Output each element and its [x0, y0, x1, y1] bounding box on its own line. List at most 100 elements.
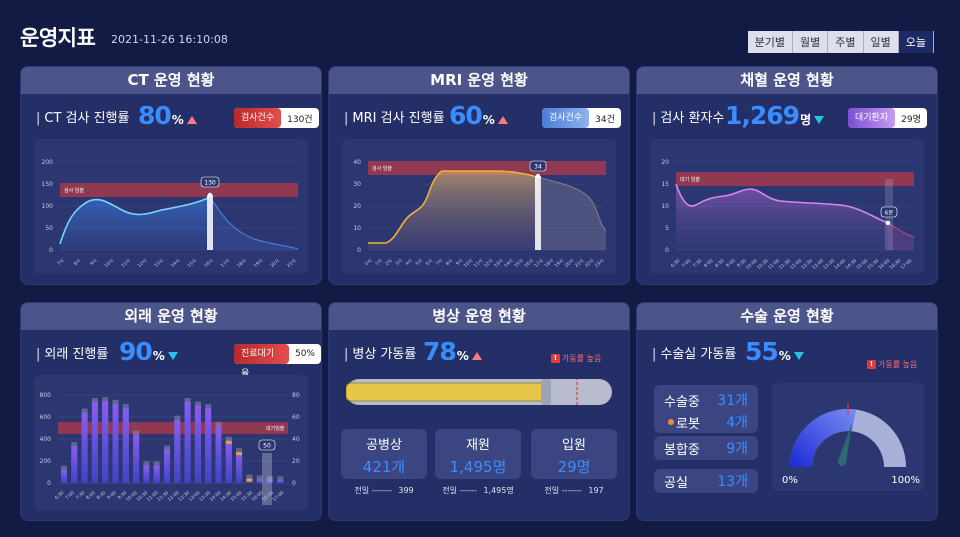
x-tick: 8:30: [96, 490, 108, 501]
bar: [184, 402, 191, 483]
svg-text:0%: 0%: [782, 475, 798, 486]
x-tick: 14:00: [833, 258, 847, 271]
bar: [133, 434, 140, 483]
x-tick: 15:30: [866, 258, 880, 271]
x-tick: 16시: [203, 258, 214, 269]
empty-bed-box: 공병상 421개: [341, 429, 427, 479]
tab-daily[interactable]: 일별: [863, 31, 899, 53]
x-tick: 19시: [253, 258, 264, 269]
bar-cap: [236, 452, 243, 456]
bar: [205, 408, 212, 483]
bar-shadow: [277, 476, 284, 483]
surgery-kpi-value: 55%: [745, 337, 804, 366]
surgery-gauge: 0% 100%: [772, 383, 924, 491]
tab-monthly[interactable]: 월별: [793, 31, 829, 53]
bar: [174, 419, 181, 483]
outpatient-waiting-badge: 진료대기율 50%: [234, 344, 321, 379]
y-tick: 200: [42, 159, 54, 166]
bar: [102, 401, 109, 483]
bar-cap: [246, 478, 253, 482]
y-tick: 0: [357, 247, 361, 254]
x-tick: 15시: [186, 258, 197, 269]
x-tick: 19시: [554, 258, 565, 269]
outpatient-chart: 800 600 400 200 0 80 60 40 20 0 대기임쓸 50 …: [34, 375, 308, 510]
ct-title: CT 운영 현황: [21, 67, 321, 94]
bar-shadow: [256, 475, 263, 483]
x-tick: 10시: [463, 258, 474, 269]
x-tick: 8:00: [703, 258, 715, 269]
x-tick: 7:30: [75, 490, 87, 501]
y-tick: 0: [292, 480, 296, 487]
x-tick: 14시: [503, 258, 514, 269]
x-tick: 20시: [564, 258, 575, 269]
x-tick: 23시: [594, 258, 605, 269]
x-tick: 10:00: [745, 258, 759, 271]
x-tick: 18시: [543, 258, 554, 269]
x-tick: 4시: [404, 258, 413, 267]
x-tick: 7:00: [64, 490, 76, 501]
x-tick: 12시: [137, 258, 148, 269]
x-tick: 7시: [56, 258, 65, 267]
y-tick: 60: [292, 414, 300, 421]
x-tick: 10시: [104, 258, 115, 269]
mri-title: MRI 운영 현황: [329, 67, 629, 94]
x-tick: 13시: [153, 258, 164, 269]
x-tick: 9:00: [725, 258, 737, 269]
ct-panel: CT 운영 현황 CT 검사 진행률 80% 검사건수 130건 200 150…: [21, 67, 321, 284]
y-tick: 15: [661, 181, 669, 188]
datetime-label: 2021-11-26 16:10:08: [111, 33, 228, 46]
x-tick: 13:00: [811, 258, 825, 271]
ct-exam-count-badge: 검사건수 130건: [234, 108, 319, 128]
x-tick: 13시: [493, 258, 504, 269]
y-tick: 200: [40, 458, 52, 465]
mri-kpi-label: MRI 검사 진행률: [344, 107, 444, 126]
bar: [164, 449, 170, 483]
y-tick: 0: [49, 247, 53, 254]
y-tick: 20: [353, 203, 361, 210]
svg-text:130: 130: [204, 180, 216, 187]
x-tick: 8시: [73, 258, 82, 267]
y-tick: 10: [353, 225, 361, 232]
x-tick: 16:30: [888, 258, 902, 271]
x-tick: 14시: [170, 258, 181, 269]
y-tick: 800: [40, 392, 52, 399]
y-tick: 40: [292, 436, 300, 443]
tab-weekly[interactable]: 주별: [828, 31, 864, 53]
outpatient-panel: 외래 운영 현황 외래 진행률 90% 진료대기율 50% 800 600 40…: [21, 303, 321, 520]
y-tick: 40: [353, 159, 361, 166]
bar: [215, 425, 222, 483]
x-tick: 20시: [269, 258, 280, 269]
bar: [267, 480, 273, 483]
x-tick: 11시: [473, 258, 484, 269]
x-tick: 17시: [220, 258, 231, 269]
x-tick: 11:30: [778, 258, 792, 271]
x-tick: 15:00: [855, 258, 869, 271]
x-tick: 17시: [533, 258, 544, 269]
x-tick: 12:00: [789, 258, 803, 271]
tab-quarterly[interactable]: 분기별: [747, 31, 793, 53]
bar-shadow: [267, 476, 273, 483]
y-tick: 0: [47, 480, 51, 487]
bar: [236, 452, 243, 483]
bar-cap: [225, 440, 232, 444]
svg-text:100%: 100%: [891, 475, 920, 486]
ct-kpi-value: 80%: [138, 101, 197, 130]
x-tick: 11시: [120, 258, 131, 269]
x-tick: 8:30: [714, 258, 726, 269]
x-tick: 15시: [513, 258, 524, 269]
blood-title: 채혈 운영 현황: [637, 67, 937, 94]
outpatient-kpi-value: 90%: [119, 337, 178, 366]
x-tick: 5시: [414, 258, 423, 267]
y-tick: 20: [292, 458, 300, 465]
ct-chart: 200 150 100 50 0 검사 임쓸 130 7시 8시 9시 10시 11시 1…: [34, 139, 308, 274]
outpatient-kpi-label: 외래 진행률: [36, 343, 108, 362]
y-tick: 50: [45, 225, 53, 232]
bar: [61, 469, 67, 483]
x-tick: 16:00: [877, 258, 891, 271]
empty-bed-prev: 전일 ------- 399: [354, 486, 414, 495]
svg-text:대기임쓸: 대기임쓸: [266, 425, 285, 432]
x-tick: 3시: [394, 258, 403, 267]
tab-today[interactable]: 오늘: [898, 31, 934, 53]
trend-down-icon: [814, 116, 825, 124]
